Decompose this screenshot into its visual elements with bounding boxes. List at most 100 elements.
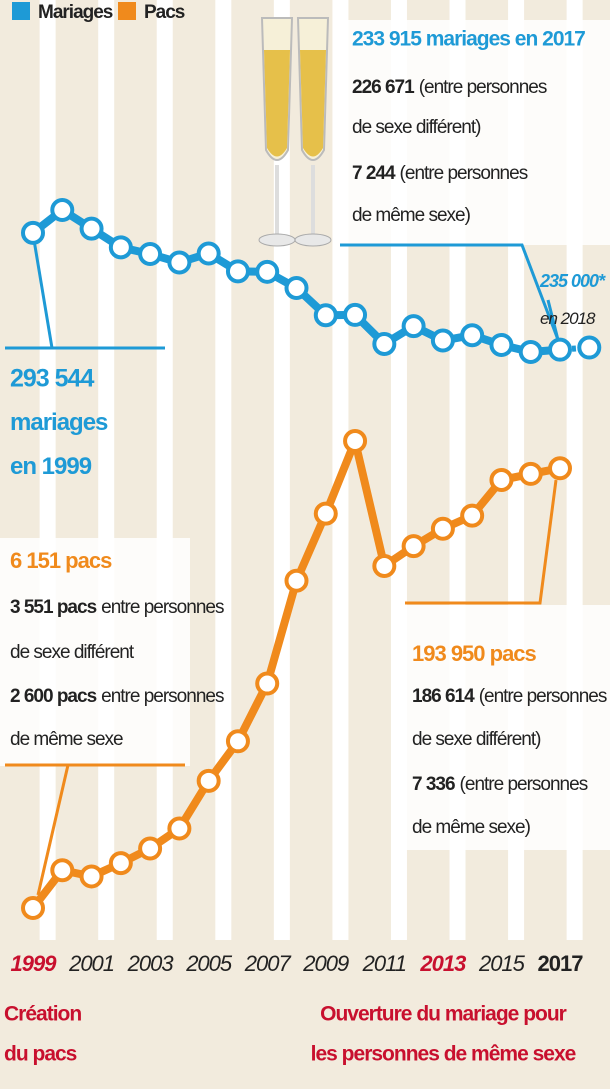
point — [82, 866, 102, 886]
annotation-text: (entre personnes — [400, 163, 528, 184]
annotation-line: mariages — [10, 409, 108, 436]
point — [462, 506, 482, 526]
point — [579, 338, 599, 358]
chart: Mariages Pacs 1999 2001 2003 2005 2007 2009 2011… — [0, 0, 610, 1089]
annotation-line: 226 671(entre personnes — [352, 77, 547, 98]
annotation-bold: 7 336 — [412, 774, 455, 795]
legend-label: Pacs — [144, 2, 185, 23]
point — [199, 243, 219, 263]
point — [23, 223, 43, 243]
annotation-text: de sexe différent) — [412, 729, 541, 750]
annotation-line: de sexe différent) — [412, 729, 541, 750]
note: du pacs — [4, 1043, 77, 1066]
point — [82, 219, 102, 239]
point — [491, 335, 511, 355]
point — [111, 853, 131, 873]
point — [52, 860, 72, 880]
point — [257, 674, 277, 694]
annotation-text: de sexe différent) — [352, 117, 481, 138]
point — [462, 325, 482, 345]
point — [345, 305, 365, 325]
annotation-line: 7 244(entre personnes — [352, 163, 528, 184]
x-tick-label: 2017 — [538, 951, 584, 976]
point — [345, 431, 365, 451]
stripe — [98, 0, 114, 940]
x-tick-label: 2011 — [362, 951, 406, 976]
point — [521, 464, 541, 484]
annotation-text: de même sexe) — [412, 817, 531, 838]
point — [550, 458, 570, 478]
point — [521, 342, 541, 362]
point — [433, 519, 453, 539]
annotation-title: 293 544 — [10, 365, 94, 393]
annotation-text: (entre personnes — [419, 77, 547, 98]
annotation-text: de même sexe — [10, 729, 123, 750]
legend-swatch — [12, 2, 30, 20]
x-tick-label: 2015 — [478, 951, 526, 976]
annotation-bold: 186 614 — [412, 686, 475, 707]
x-tick-label: 2009 — [302, 951, 349, 976]
annotation-line: en 1999 — [10, 453, 92, 480]
annotation-text: entre personnes — [101, 686, 224, 707]
annotation-text: (entre personnes — [460, 774, 588, 795]
annotation-bold: 2 600 pacs — [10, 686, 97, 707]
point — [228, 731, 248, 751]
x-tick-label: 2007 — [244, 951, 292, 976]
point — [433, 331, 453, 351]
annotation-line: de même sexe — [10, 729, 123, 750]
point — [111, 237, 131, 257]
point — [23, 898, 43, 918]
annotation-text: mariages — [10, 409, 108, 436]
annotation-line: 186 614(entre personnes — [412, 686, 607, 707]
annotation-bold: 226 671 — [352, 77, 415, 98]
annotation-text: (entre personnes — [479, 686, 607, 707]
x-tick-label: 2003 — [127, 951, 175, 976]
point — [316, 305, 336, 325]
annotation-line: 7 336(entre personnes — [412, 774, 588, 795]
annotation-text: de même sexe) — [352, 205, 471, 226]
point — [199, 771, 219, 791]
annotation-line: en 2018 — [540, 309, 596, 328]
champagne-glasses — [259, 18, 331, 246]
annotation-text: en 2018 — [540, 309, 596, 328]
point — [257, 262, 277, 282]
point — [169, 252, 189, 272]
annotation-line: de sexe différent) — [352, 117, 481, 138]
note: les personnes de même sexe — [311, 1043, 576, 1066]
x-tick-label: 2013 — [419, 951, 466, 976]
annotation-line: de même sexe) — [352, 205, 471, 226]
stripe — [215, 0, 231, 940]
annotation-line: de même sexe) — [412, 817, 531, 838]
point — [374, 334, 394, 354]
note: Ouverture du mariage pour — [320, 1003, 567, 1026]
x-tick-label: 1999 — [11, 951, 58, 976]
point — [374, 556, 394, 576]
annotation-bold: 3 551 pacs — [10, 597, 97, 618]
point — [228, 261, 248, 281]
point — [287, 278, 307, 298]
point — [404, 316, 424, 336]
x-tick-label: 2001 — [68, 951, 114, 976]
legend-label: Mariages — [38, 2, 113, 23]
point — [316, 504, 336, 524]
annotation-line: de sexe différent — [10, 642, 135, 663]
x-tick-label: 2005 — [185, 951, 233, 976]
point — [491, 470, 511, 490]
point — [140, 244, 160, 264]
annotation-title: 193 950 pacs — [412, 641, 537, 666]
annotation-text: entre personnes — [101, 597, 224, 618]
point — [550, 340, 570, 360]
annotation-bold: 7 244 — [352, 163, 396, 184]
legend-swatch — [118, 2, 136, 20]
annotation-title: 6 151 pacs — [10, 548, 112, 573]
annotation-text: de sexe différent — [10, 642, 135, 663]
point — [140, 838, 160, 858]
point — [404, 536, 424, 556]
annotation-title: 235 000* — [539, 271, 606, 291]
point — [52, 200, 72, 220]
annotation-title: 233 915 mariages en 2017 — [352, 28, 585, 51]
point — [287, 571, 307, 591]
stripe — [157, 0, 173, 940]
